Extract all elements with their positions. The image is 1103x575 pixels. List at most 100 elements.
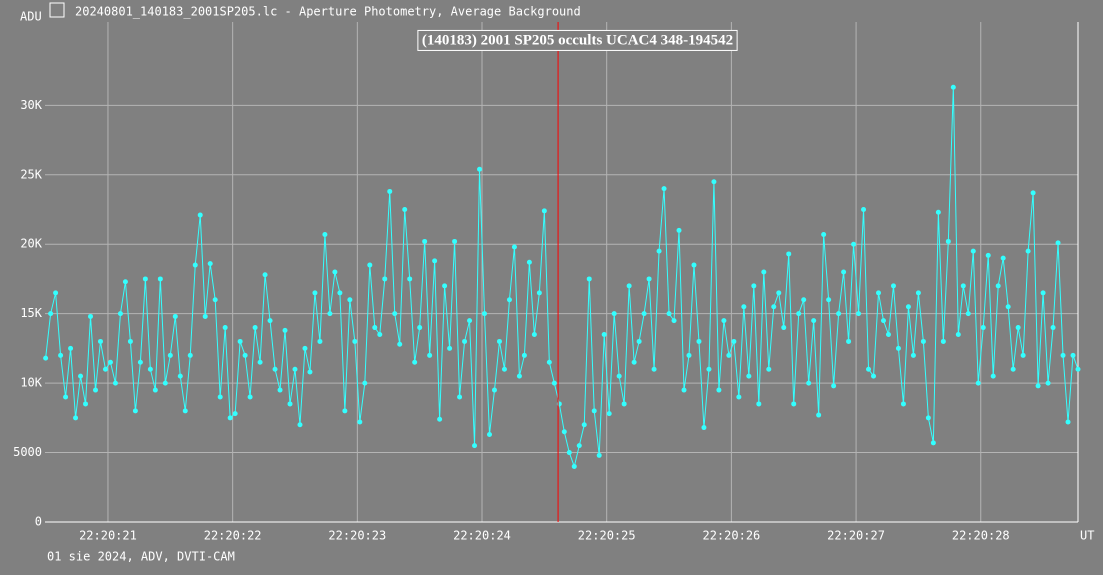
- data-point: [626, 283, 632, 289]
- y-tick-label: 30K: [20, 98, 42, 112]
- data-point: [576, 443, 582, 449]
- data-point: [930, 440, 936, 446]
- data-point: [895, 345, 901, 351]
- data-point: [1055, 240, 1061, 246]
- data-point: [975, 380, 981, 386]
- data-point: [885, 332, 891, 337]
- data-point: [531, 332, 537, 337]
- data-point: [960, 283, 966, 289]
- data-point: [566, 450, 572, 456]
- data-point: [147, 366, 153, 372]
- data-point: [267, 318, 273, 324]
- data-point: [696, 338, 702, 344]
- data-point: [177, 373, 183, 379]
- footer: 01 sie 2024, ADV, DVTI-CAM: [47, 550, 235, 564]
- data-point: [457, 394, 463, 400]
- data-line: [45, 87, 1079, 469]
- data-point: [302, 345, 308, 351]
- data-point: [477, 166, 483, 172]
- data-point: [1045, 380, 1051, 386]
- data-point: [666, 311, 672, 317]
- data-point: [905, 304, 911, 310]
- data-point: [262, 272, 268, 278]
- data-point: [791, 401, 797, 407]
- data-point: [387, 188, 393, 194]
- data-point: [1050, 325, 1056, 331]
- data-point: [581, 422, 587, 428]
- data-point: [606, 411, 612, 417]
- data-point: [726, 352, 732, 358]
- data-point: [935, 209, 941, 215]
- data-point: [1020, 352, 1026, 358]
- data-point: [1040, 290, 1046, 296]
- data-point: [656, 248, 662, 254]
- data-point: [736, 394, 742, 400]
- data-point: [611, 311, 617, 317]
- x-tick-label: 22:20:28: [952, 529, 1010, 543]
- y-tick-label: 15K: [20, 306, 42, 320]
- data-point: [766, 366, 772, 372]
- data-point: [486, 432, 492, 437]
- data-point: [551, 380, 557, 386]
- y-tick-label: 25K: [20, 167, 42, 181]
- data-point: [317, 338, 323, 344]
- data-point: [43, 355, 49, 361]
- data-point: [756, 401, 762, 407]
- data-point: [137, 359, 143, 365]
- data-point: [1010, 366, 1016, 372]
- x-tick-label: 22:20:24: [453, 529, 511, 543]
- x-tick-label: 22:20:25: [578, 529, 636, 543]
- data-point: [467, 318, 473, 324]
- data-point: [372, 325, 378, 331]
- data-point: [496, 338, 502, 344]
- x-axis-label: UT: [1080, 529, 1094, 543]
- data-point: [841, 269, 847, 275]
- data-point: [706, 366, 712, 372]
- data-point: [636, 338, 642, 344]
- data-point: [1000, 255, 1006, 261]
- data-point: [78, 373, 84, 379]
- data-point: [831, 383, 837, 389]
- app-icon: [49, 2, 65, 18]
- data-point: [307, 369, 313, 375]
- data-point: [596, 452, 602, 458]
- data-point: [521, 352, 527, 358]
- data-point: [217, 394, 223, 400]
- data-point: [970, 248, 976, 254]
- data-point: [716, 387, 722, 393]
- data-point: [786, 251, 792, 257]
- data-point: [207, 261, 213, 267]
- data-point: [117, 311, 123, 317]
- data-point: [546, 359, 552, 365]
- data-point: [272, 366, 278, 372]
- data-point: [871, 373, 877, 379]
- data-point: [741, 304, 747, 310]
- data-point: [866, 366, 872, 372]
- chart-title: (140183) 2001 SP205 occults UCAC4 348-19…: [422, 32, 733, 48]
- data-point: [980, 325, 986, 331]
- data-point: [851, 241, 857, 247]
- data-point: [821, 232, 827, 237]
- data-point: [591, 408, 597, 414]
- data-point: [990, 373, 996, 379]
- x-tick-label: 22:20:23: [328, 529, 386, 543]
- data-point: [541, 208, 547, 214]
- data-point: [950, 84, 956, 90]
- data-point: [417, 325, 423, 331]
- data-point: [377, 332, 383, 337]
- data-point: [337, 290, 343, 296]
- data-point: [382, 276, 388, 282]
- data-point: [192, 262, 198, 268]
- data-point: [516, 373, 522, 379]
- data-point: [237, 338, 243, 344]
- data-point: [212, 297, 218, 303]
- data-point: [407, 276, 413, 282]
- data-point: [202, 313, 208, 319]
- data-point: [472, 443, 478, 449]
- data-point: [1060, 352, 1066, 358]
- y-tick-label: 5000: [13, 445, 42, 459]
- data-point: [731, 338, 737, 344]
- data-point: [462, 338, 468, 344]
- data-point: [357, 419, 363, 425]
